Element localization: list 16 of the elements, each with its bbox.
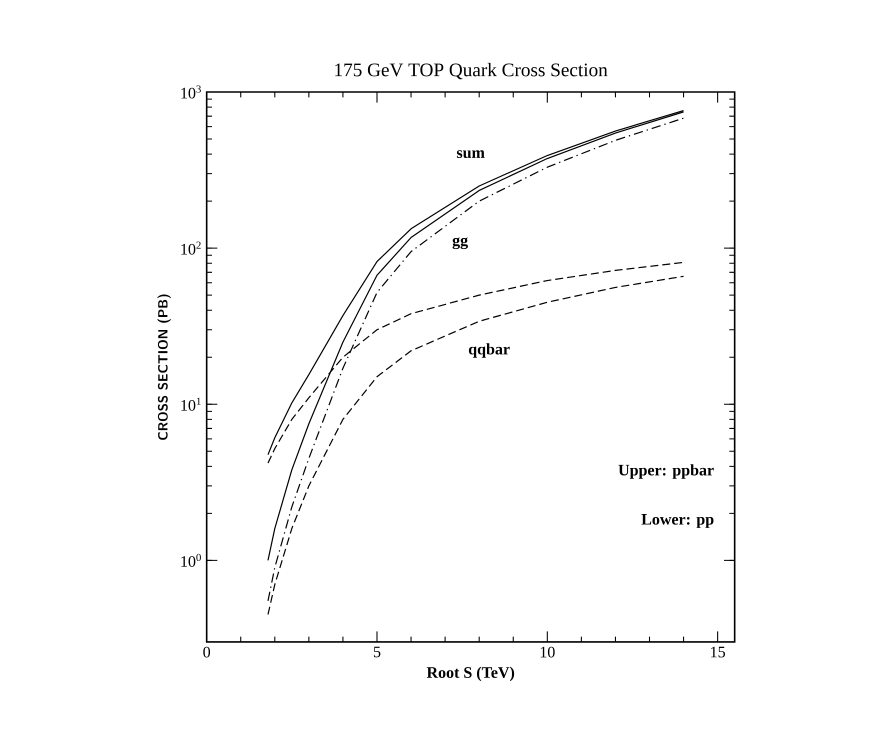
y-tick-label: 10$^{2}$ [181,242,201,255]
annotation: Lower: pp [642,514,714,528]
y-axis-title: CROSS SECTION (PB) [157,294,171,440]
x-tick-label: 10 [540,646,555,658]
chart-title: 175 GeV TOP Quark Cross Section [335,62,608,80]
y-tick-label: 10$^{1}$ [181,398,201,411]
x-tick-label: 15 [711,646,726,658]
annotation: Upper: ppbar [618,464,714,479]
annotation: gg [452,237,468,250]
y-tick-label: 10$^{3}$ [181,85,201,99]
x-tick-label: 5 [374,646,380,658]
annotation: sum [456,150,485,158]
x-tick-label: 0 [203,646,210,658]
y-tick-label: 10$^{0}$ [181,554,201,567]
x-axis-title: Root S (TeV) [426,666,514,682]
annotation: qqbar [468,343,510,358]
